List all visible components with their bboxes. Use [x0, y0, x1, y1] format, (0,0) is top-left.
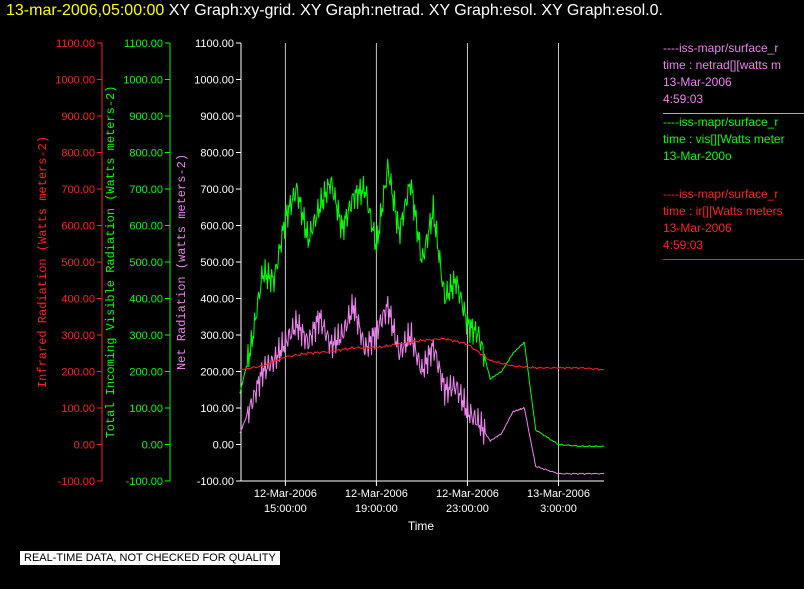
y-tick-label: 200.00 — [61, 367, 95, 379]
y-tick-label: 0.00 — [142, 440, 163, 452]
legend-entry-netrad: ----iss-mapr/surface_r time : netrad[][w… — [663, 40, 804, 114]
x-tick-date: 12-Mar-2006 — [345, 488, 408, 500]
y-tick-label: 800.00 — [61, 148, 95, 160]
header-timestamp: 13-mar-2006,05:00:00 — [6, 2, 165, 19]
y-tick-label: 1100.00 — [124, 38, 163, 50]
y-tick-label: 1000.00 — [55, 75, 95, 87]
legend-line: 4:59:03 — [663, 92, 704, 106]
series-line — [239, 294, 605, 475]
x-tick-time: 19:00:00 — [355, 503, 398, 515]
y-tick-label: 600.00 — [61, 221, 95, 233]
y-tick-label: 400.00 — [61, 294, 95, 306]
y-tick-label: 600.00 — [129, 221, 163, 233]
legend-line: 13-Mar-2006 — [663, 221, 732, 235]
y-tick-label: 1000.00 — [194, 75, 234, 87]
y-tick-label: 1100.00 — [195, 38, 234, 50]
x-tick-date: 13-Mar-2006 — [527, 488, 590, 500]
series-line — [239, 337, 604, 371]
y-tick-label: 500.00 — [200, 257, 234, 269]
y-tick-label: 100.00 — [200, 403, 234, 415]
legend-entry-vis: ----iss-mapr/surface_r time : vis[][Watt… — [663, 114, 804, 182]
y-tick-label: 800.00 — [129, 148, 163, 160]
header-graph-titles: XY Graph:xy-grid. XY Graph:netrad. XY Gr… — [168, 2, 663, 19]
y-tick-label: 200.00 — [200, 367, 234, 379]
graph-header: 13-mar-2006,05:00:00 XY Graph:xy-grid. X… — [6, 2, 663, 20]
legend-line: time : ir[][Watts meters — [663, 204, 783, 218]
x-tick-date: 12-Mar-2006 — [436, 488, 499, 500]
legend-divider — [663, 113, 804, 114]
y-tick-label: -100.00 — [58, 476, 95, 488]
y-tick-label: 300.00 — [129, 330, 163, 342]
x-tick-time: 15:00:00 — [264, 503, 307, 515]
y-axis-title: Total Incoming Visible Radiation (Watts … — [104, 86, 118, 439]
legend-divider — [663, 259, 804, 260]
legend-line: time : vis[][Watts meter — [663, 132, 785, 146]
y-tick-label: 700.00 — [129, 184, 163, 196]
y-tick-label: 100.00 — [61, 403, 95, 415]
y-tick-label: 400.00 — [200, 294, 234, 306]
y-tick-label: 900.00 — [61, 111, 95, 123]
y-axis-title: Net Radiation (watts meters-2) — [175, 154, 189, 370]
quality-warning-badge: REAL-TIME DATA, NOT CHECKED FOR QUALITY — [20, 551, 280, 565]
legend-line: ----iss-mapr/surface_r — [663, 187, 779, 201]
legend-line: 13-Mar-200o — [663, 149, 732, 163]
y-tick-label: 700.00 — [61, 184, 95, 196]
legend-entry-ir: ----iss-mapr/surface_r time : ir[][Watts… — [663, 186, 804, 260]
y-tick-label: 700.00 — [200, 184, 234, 196]
legend-line: 4:59:03 — [663, 238, 704, 252]
x-tick-time: 23:00:00 — [446, 503, 489, 515]
y-tick-label: 300.00 — [61, 330, 95, 342]
y-tick-label: 800.00 — [200, 148, 234, 160]
y-tick-label: 1100.00 — [56, 38, 95, 50]
legend-line: ----iss-mapr/surface_r — [663, 115, 779, 129]
y-tick-label: 1000.00 — [123, 75, 163, 87]
y-tick-label: 600.00 — [200, 221, 234, 233]
y-tick-label: 100.00 — [129, 403, 163, 415]
y-tick-label: 500.00 — [129, 257, 163, 269]
y-tick-label: 400.00 — [129, 294, 163, 306]
series-line — [239, 158, 605, 448]
y-tick-label: -100.00 — [126, 476, 163, 488]
y-tick-label: -100.00 — [197, 476, 234, 488]
legend-line: ----iss-mapr/surface_r — [663, 41, 779, 55]
legend-line: 13-Mar-2006 — [663, 75, 732, 89]
x-tick-time: 3:00:00 — [540, 503, 577, 515]
x-tick-date: 12-Mar-2006 — [254, 488, 317, 500]
y-tick-label: 900.00 — [129, 111, 163, 123]
y-tick-label: 0.00 — [74, 440, 95, 452]
y-tick-label: 0.00 — [213, 440, 234, 452]
y-tick-label: 200.00 — [129, 367, 163, 379]
legend-line: time : netrad[][watts m — [663, 58, 782, 72]
y-axis-title: Infrared Radiation (Watts meters-2) — [36, 136, 50, 388]
y-tick-label: 500.00 — [61, 257, 95, 269]
y-tick-label: 300.00 — [200, 330, 234, 342]
x-axis-title: Time — [408, 519, 435, 533]
y-tick-label: 900.00 — [200, 111, 234, 123]
